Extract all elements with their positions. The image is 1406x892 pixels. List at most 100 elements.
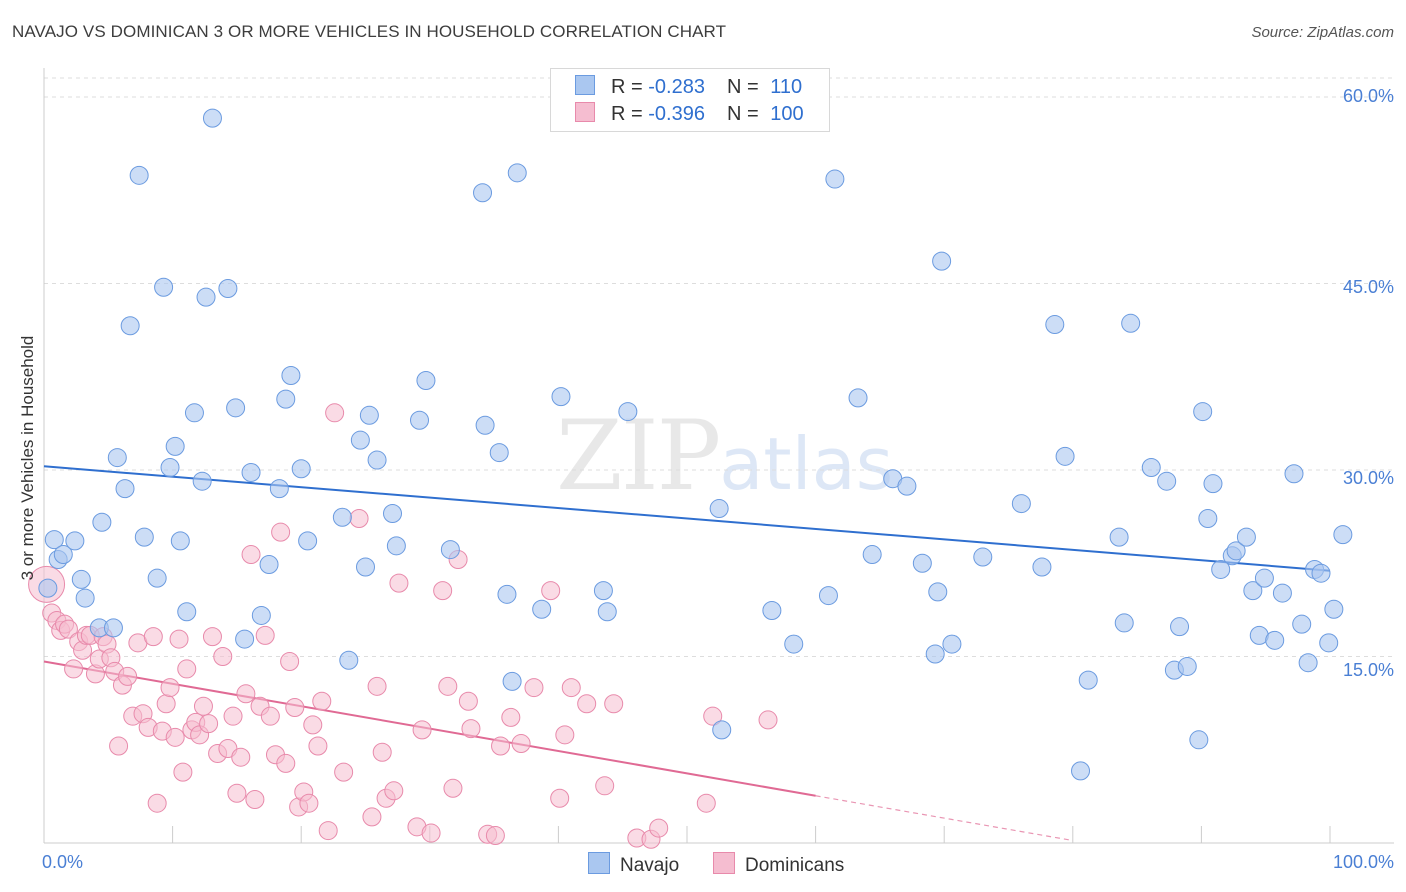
dominicans-r-value: -0.396 xyxy=(648,103,705,125)
navajo-point xyxy=(92,512,112,532)
navajo-point xyxy=(416,370,436,390)
navajo-point xyxy=(551,387,571,407)
y-tick-label: 60.0% xyxy=(1342,86,1394,106)
navajo-point xyxy=(473,183,493,203)
navajo-n-value: 110 xyxy=(770,76,803,98)
navajo-r-label: R = xyxy=(611,76,649,98)
dominicans-point xyxy=(193,696,213,716)
dominicans-point xyxy=(550,788,570,808)
dominicans-point xyxy=(372,742,392,762)
navajo-point xyxy=(928,582,948,602)
navajo-point xyxy=(103,618,123,638)
navajo-point xyxy=(1011,494,1031,514)
dominicans-point xyxy=(524,678,544,698)
dominicans-point xyxy=(485,826,505,846)
navajo-point xyxy=(973,547,993,567)
dominicans-point xyxy=(541,581,561,601)
navajo-point xyxy=(386,536,406,556)
navajo-point xyxy=(1298,653,1318,673)
navajo-point xyxy=(1236,527,1256,547)
bottom-legend-dominicans[interactable]: Dominicans xyxy=(713,852,844,877)
source-label: Source: ZipAtlas.com xyxy=(1251,24,1394,41)
dominicans-point xyxy=(199,714,219,734)
navajo-point xyxy=(1254,568,1274,588)
navajo-swatch xyxy=(575,75,595,95)
dominicans-point xyxy=(312,691,332,711)
navajo-point xyxy=(825,169,845,189)
navajo-point xyxy=(1265,630,1285,650)
dominicans-point xyxy=(362,807,382,827)
navajo-point xyxy=(367,450,387,470)
navajo-point xyxy=(177,602,197,622)
navajo-point xyxy=(762,600,782,620)
navajo-point xyxy=(497,584,517,604)
navajo-point xyxy=(1071,761,1091,781)
navajo-point xyxy=(818,586,838,606)
navajo-point xyxy=(71,569,91,589)
dominicans-point xyxy=(433,581,453,601)
dominicans-point xyxy=(412,720,432,740)
dominicans-point xyxy=(303,715,323,735)
dominicans-point xyxy=(213,647,233,666)
dominicans-point xyxy=(561,678,581,698)
navajo-point xyxy=(44,530,64,550)
navajo-point xyxy=(1319,633,1339,653)
navajo-point xyxy=(269,479,289,499)
dominicans-point xyxy=(173,762,193,782)
watermark: ZIPatlas xyxy=(556,400,893,512)
navajo-point xyxy=(53,545,73,565)
dominicans-point xyxy=(223,706,243,726)
bottom-legend-navajo[interactable]: Navajo xyxy=(588,852,679,877)
dominicans-point xyxy=(169,629,189,649)
navajo-points xyxy=(38,108,1353,781)
dominicans-point xyxy=(241,545,261,565)
dominicans-point xyxy=(758,710,778,730)
dominicans-point xyxy=(649,818,669,838)
navajo-point xyxy=(1292,614,1312,634)
navajo-point xyxy=(251,605,271,625)
navajo-trend-line xyxy=(43,465,1331,572)
dominicans-point xyxy=(334,762,354,782)
navajo-point xyxy=(38,578,58,598)
dominicans-point xyxy=(438,676,458,696)
navajo-point xyxy=(912,553,932,573)
navajo-point xyxy=(75,588,95,608)
navajo-point xyxy=(1177,656,1197,676)
dominicans-point xyxy=(389,573,409,593)
legend-row-navajo: R = -0.283 N = 110 xyxy=(575,75,802,99)
navajo-point xyxy=(259,554,279,574)
navajo-point xyxy=(1055,446,1075,466)
navajo-point xyxy=(332,507,352,527)
navajo-point xyxy=(147,568,167,588)
dominicans-point xyxy=(147,793,167,813)
dominicans-point xyxy=(109,736,129,756)
navajo-point xyxy=(862,545,882,565)
navajo-point xyxy=(925,644,945,664)
navajo-point xyxy=(532,599,552,619)
navajo-point xyxy=(1272,583,1292,603)
navajo-point xyxy=(1032,557,1052,577)
navajo-point xyxy=(618,402,638,422)
navajo-point xyxy=(129,165,149,185)
navajo-point xyxy=(298,531,318,551)
y-tick-label: 45.0% xyxy=(1342,277,1394,297)
grid-lines xyxy=(44,77,1394,657)
navajo-point xyxy=(507,163,527,183)
dominicans-legend-label: Dominicans xyxy=(745,855,845,876)
navajo-point xyxy=(350,430,370,450)
navajo-point xyxy=(1078,670,1098,690)
navajo-point xyxy=(848,388,868,408)
navajo-point xyxy=(192,471,212,491)
y-tick-label: 15.0% xyxy=(1342,660,1394,680)
navajo-point xyxy=(1114,613,1134,633)
navajo-point xyxy=(1045,315,1065,335)
dominicans-point xyxy=(367,676,387,696)
dominicans-point xyxy=(511,734,531,754)
navajo-point xyxy=(276,389,296,409)
dominicans-point xyxy=(118,666,138,686)
dominicans-trend-extension xyxy=(815,795,1073,842)
navajo-point xyxy=(107,448,127,468)
navajo-point xyxy=(784,634,804,654)
navajo-point xyxy=(202,108,222,128)
navajo-point xyxy=(1109,527,1129,547)
